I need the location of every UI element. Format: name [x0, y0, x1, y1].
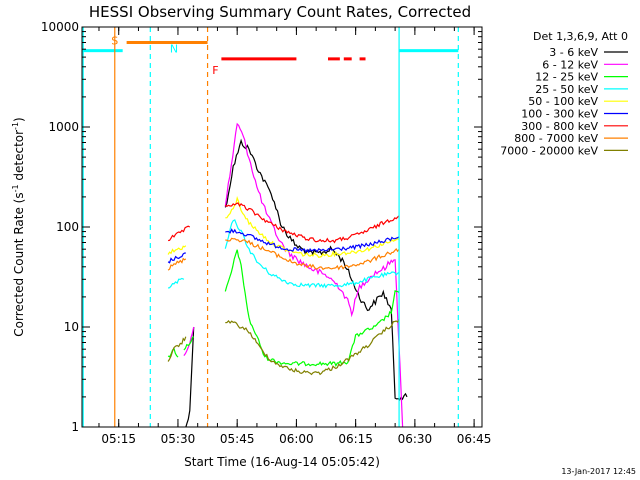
legend-label-1: 6 - 12 keV: [542, 58, 598, 71]
x-tick-label-0: 05:15: [101, 432, 136, 446]
series-line-1-segment-1: [224, 122, 404, 427]
legend-label-4: 50 - 100 keV: [528, 95, 598, 108]
series-line-7-segment-1: [225, 237, 400, 271]
flag-bar-N-1: [399, 49, 459, 53]
x-tick-label-3: 06:00: [279, 432, 314, 446]
series-line-6-segment-1: [224, 202, 400, 244]
legend-label-8: 7000 - 20000 keV: [500, 144, 598, 157]
footer-date: 13-Jan-2017 12:45: [561, 467, 636, 476]
legend-label-2: 12 - 25 keV: [535, 71, 598, 84]
series-line-7-segment-0: [167, 257, 187, 271]
y-tick-label-0: 1: [71, 420, 79, 434]
legend-label-0: 3 - 6 keV: [549, 46, 598, 59]
x-tick-label-5: 06:30: [398, 432, 433, 446]
flag-bar-F-0: [221, 57, 297, 61]
y-axis-label: Corrected Count Rate (s-1 detector-1): [11, 117, 26, 336]
y-tick-label-2: 100: [56, 220, 79, 234]
series-line-0-segment-1: [224, 138, 408, 401]
series-line-8-segment-0: [167, 336, 187, 362]
x-axis-label: Start Time (16-Aug-14 05:05:42): [184, 455, 380, 469]
series-line-8-segment-1: [225, 318, 400, 376]
series-line-3-segment-0: [167, 277, 185, 289]
flag-bar-N-0: [82, 49, 123, 53]
flag-bar-F-1: [328, 57, 340, 61]
y-axis-label-sup2: -1: [11, 122, 20, 130]
legend-header: Det 1,3,6,9, Att 0: [533, 30, 628, 43]
series-line-4-segment-1: [225, 195, 400, 258]
legend-label-7: 800 - 7000 keV: [514, 132, 598, 145]
y-tick-label-4: 10000: [41, 20, 79, 34]
y-axis-label-end: ): [12, 117, 26, 122]
series-line-5-segment-0: [167, 252, 186, 264]
flag-bar-S-0: [126, 40, 208, 44]
x-tick-label-2: 05:45: [220, 432, 255, 446]
y-tick-label-3: 1000: [48, 120, 79, 134]
series-line-6-segment-0: [168, 225, 191, 242]
flag-bar-F-3: [359, 57, 366, 61]
y-tick-label-1: 10: [64, 320, 79, 334]
y-axis-label-main: Corrected Count Rate (s: [12, 192, 26, 336]
series-line-0-segment-0: [185, 326, 195, 427]
series-line-2-segment-1: [183, 336, 195, 351]
legend-label-5: 100 - 300 keV: [521, 108, 598, 121]
flag-label-F: F: [212, 64, 218, 77]
y-axis-label-sup1: -1: [11, 184, 20, 192]
series-line-4-segment-0: [167, 245, 187, 255]
x-tick-label-4: 06:15: [338, 432, 373, 446]
series-line-3-segment-1: [224, 219, 400, 289]
x-tick-label-6: 06:45: [457, 432, 492, 446]
series-line-2-segment-2: [224, 249, 400, 367]
series-line-5-segment-1: [225, 228, 400, 254]
x-tick-label-1: 05:30: [161, 432, 196, 446]
legend-label-3: 25 - 50 keV: [535, 83, 598, 96]
chart-title: HESSI Observing Summary Count Rates, Cor…: [89, 3, 471, 21]
y-axis-label-mid: detector: [12, 130, 26, 185]
flag-label-N: N: [170, 43, 178, 56]
legend-label-6: 300 - 800 keV: [521, 120, 598, 133]
flag-bar-F-2: [343, 57, 352, 61]
